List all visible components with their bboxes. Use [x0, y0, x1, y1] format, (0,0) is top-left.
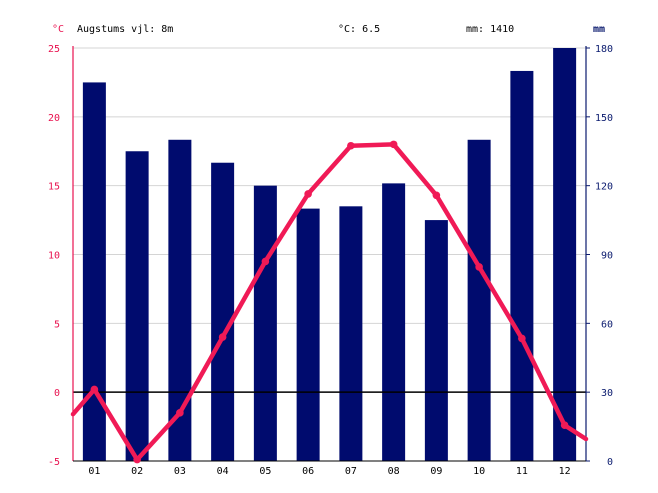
precipitation-bar-05 [253, 185, 277, 461]
temperature-line-group [70, 140, 589, 464]
x-tick-label: 05 [259, 466, 271, 477]
temperature-line [70, 142, 589, 462]
precipitation-bar-07 [339, 206, 363, 461]
precipitation-bar-06 [296, 208, 320, 461]
x-tick-label: 08 [388, 466, 400, 477]
precipitation-bar-02 [125, 151, 149, 461]
temperature-point-06 [304, 190, 312, 198]
precipitation-bar-12 [553, 48, 577, 461]
left-axis-ticks: -5 0 5 10 15 20 25 [48, 44, 60, 468]
right-tick-label: 150 [595, 113, 613, 124]
left-tick-label: 10 [48, 251, 60, 262]
temperature-point-11 [518, 334, 526, 343]
right-tick-label: 90 [601, 251, 613, 262]
left-axis-unit: °C [52, 24, 64, 35]
x-tick-label: 12 [559, 466, 571, 477]
left-tick-label: -5 [48, 457, 60, 468]
x-tick-label: 06 [302, 466, 314, 477]
precipitation-bar-09 [424, 220, 448, 461]
left-tick-label: 5 [54, 319, 60, 330]
temperature-point-01 [90, 385, 99, 394]
right-tick-label: 30 [601, 388, 613, 399]
gridlines [73, 47, 586, 462]
x-tick-label: 09 [430, 466, 442, 477]
right-tick-label: 60 [601, 319, 613, 330]
precipitation-bar-01 [82, 82, 106, 462]
x-tick-label: 07 [345, 466, 357, 477]
left-tick-label: 15 [48, 182, 60, 193]
elevation-label: Augstums vjl: 8m [77, 24, 173, 35]
x-tick-label: 04 [217, 466, 229, 477]
right-tick-label: 0 [607, 457, 613, 468]
temperature-point-09 [432, 191, 441, 200]
x-tick-label: 03 [174, 466, 186, 477]
left-tick-label: 25 [48, 44, 60, 55]
temperature-point-08 [389, 140, 398, 149]
x-axis-ticks: 01 02 03 04 05 06 07 08 09 10 11 12 [88, 466, 570, 477]
temperature-point-10 [475, 263, 483, 271]
temperature-point-03 [176, 409, 184, 417]
temperature-point-05 [261, 257, 270, 266]
temperature-point-02 [133, 455, 141, 464]
precipitation-bar-10 [467, 139, 491, 461]
temperature-point-04 [218, 333, 227, 341]
right-tick-label: 180 [595, 44, 613, 55]
precipitation-bar-11 [510, 70, 534, 461]
right-tick-label: 120 [595, 182, 613, 193]
precipitation-bar-08 [382, 183, 406, 461]
temperature-point-07 [347, 141, 355, 150]
left-tick-label: 0 [54, 388, 60, 399]
x-tick-label: 11 [516, 466, 528, 477]
total-precipitation-label: mm: 1410 [466, 24, 514, 35]
right-axis-unit: mm [593, 24, 605, 35]
precipitation-bar-04 [211, 162, 235, 461]
axes [72, 46, 587, 462]
temperature-point-12 [560, 421, 569, 430]
left-tick-label: 20 [48, 113, 60, 124]
x-tick-label: 01 [88, 466, 100, 477]
avg-temperature-label: °C: 6.5 [338, 24, 380, 35]
x-tick-label: 02 [131, 466, 143, 477]
precipitation-bar-03 [168, 139, 192, 461]
x-tick-label: 10 [473, 466, 485, 477]
right-axis-ticks: 0 30 60 90 120 150 180 [586, 44, 613, 468]
